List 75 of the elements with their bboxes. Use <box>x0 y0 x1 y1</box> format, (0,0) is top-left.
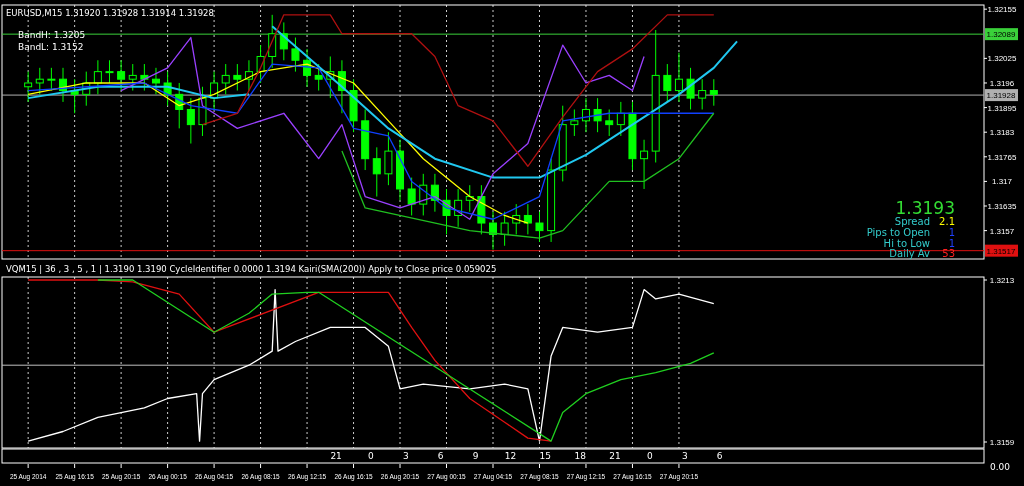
y-tick-label: 1.32025 <box>987 54 1018 64</box>
y-tick-label: 1.31895 <box>987 103 1018 113</box>
x2-tick-label: 0 <box>647 451 654 461</box>
annotation: BandH: 1.3205 <box>18 30 86 40</box>
chart-title: VQM15 | 36 , 3 , 5 , 1 | 1.3190 1.3190 CycleIdentifier 0.0000 1.3194 Kairi(SMA(200)) Apply to Close price 0.059025 <box>6 264 497 274</box>
candlestick <box>35 67 44 95</box>
annotation: BandL: 1.3152 <box>18 42 84 52</box>
candlestick <box>221 63 230 95</box>
line-series <box>27 63 715 220</box>
candlestick <box>186 97 195 145</box>
x2-tick-label: 21 <box>609 451 621 461</box>
candlestick <box>605 108 614 137</box>
candlestick <box>663 63 672 103</box>
x2-tick-label: 3 <box>681 451 688 461</box>
x2-tick-label: 18 <box>574 451 587 461</box>
candlestick <box>593 97 602 133</box>
x2-tick-label: 9 <box>472 451 479 461</box>
y-tick-label: 1.317 <box>991 177 1013 187</box>
x2-tick-label: 12 <box>504 451 517 461</box>
candlestick <box>372 146 381 198</box>
x2-tick-label: 15 <box>539 451 552 461</box>
candlestick <box>674 52 683 103</box>
x2-tick-label: 6 <box>437 451 444 461</box>
y-tick-label: 1.31635 <box>987 202 1018 211</box>
line-series <box>120 36 645 220</box>
candlestick <box>291 37 300 73</box>
candlestick <box>151 67 160 95</box>
x2-tick-label: 21 <box>330 451 342 461</box>
candlestick <box>698 78 707 110</box>
y-tick-label: 1.3159 <box>989 438 1015 447</box>
ref-line-label: 1.31928 <box>986 91 1017 101</box>
candlestick <box>407 177 416 216</box>
annotation: 1 <box>948 238 955 249</box>
annotation: 2.1 <box>939 216 955 227</box>
candlestick <box>570 108 579 137</box>
candlestick <box>24 71 33 103</box>
candlestick <box>117 59 126 92</box>
annotation: 1 <box>948 227 955 238</box>
annotation: 53 <box>942 248 955 259</box>
ref-line-label: 1.32089 <box>986 30 1017 40</box>
candlestick <box>128 63 137 92</box>
candlestick <box>523 203 532 235</box>
candlestick <box>93 59 102 95</box>
annotation: Hi to Low <box>883 238 930 249</box>
candlestick <box>535 211 544 243</box>
line-series <box>27 279 552 442</box>
x2-tick-label: 6 <box>716 451 723 461</box>
annotation: Spread <box>894 216 930 227</box>
y-tick-label: 1.3183 <box>989 128 1015 138</box>
annotation: Daily Av <box>889 248 931 259</box>
annotation: Pips to Open <box>866 227 930 238</box>
text: 0.00 <box>990 462 1011 472</box>
candlestick <box>105 59 114 84</box>
y-tick-label: 1.3157 <box>989 226 1015 236</box>
x2-tick-label: 0 <box>368 451 375 461</box>
line-series <box>341 112 715 239</box>
candlestick <box>500 211 509 247</box>
candlestick <box>616 101 625 137</box>
ref-line-label: 1.31517 <box>986 246 1017 256</box>
candlestick <box>709 78 718 107</box>
candlestick <box>314 63 323 92</box>
candlestick <box>640 139 649 190</box>
y-tick-label: 1.3213 <box>989 276 1015 285</box>
candlestick <box>686 67 695 110</box>
y-tick-label: 1.3196 <box>989 78 1015 88</box>
chart-title: EURUSD,M15 1.31920 1.31928 1.31914 1.31928 <box>6 8 214 18</box>
line-series <box>271 25 739 179</box>
y-tick-label: 1.32155 <box>987 5 1018 15</box>
candlestick <box>140 63 149 92</box>
y-tick-label: 1.31765 <box>987 152 1018 162</box>
annotation: 1.3193 <box>895 198 955 218</box>
candlestick <box>384 131 393 186</box>
x2-tick-label: 3 <box>402 451 409 461</box>
candlestick <box>47 67 56 92</box>
candlestick <box>233 63 242 92</box>
